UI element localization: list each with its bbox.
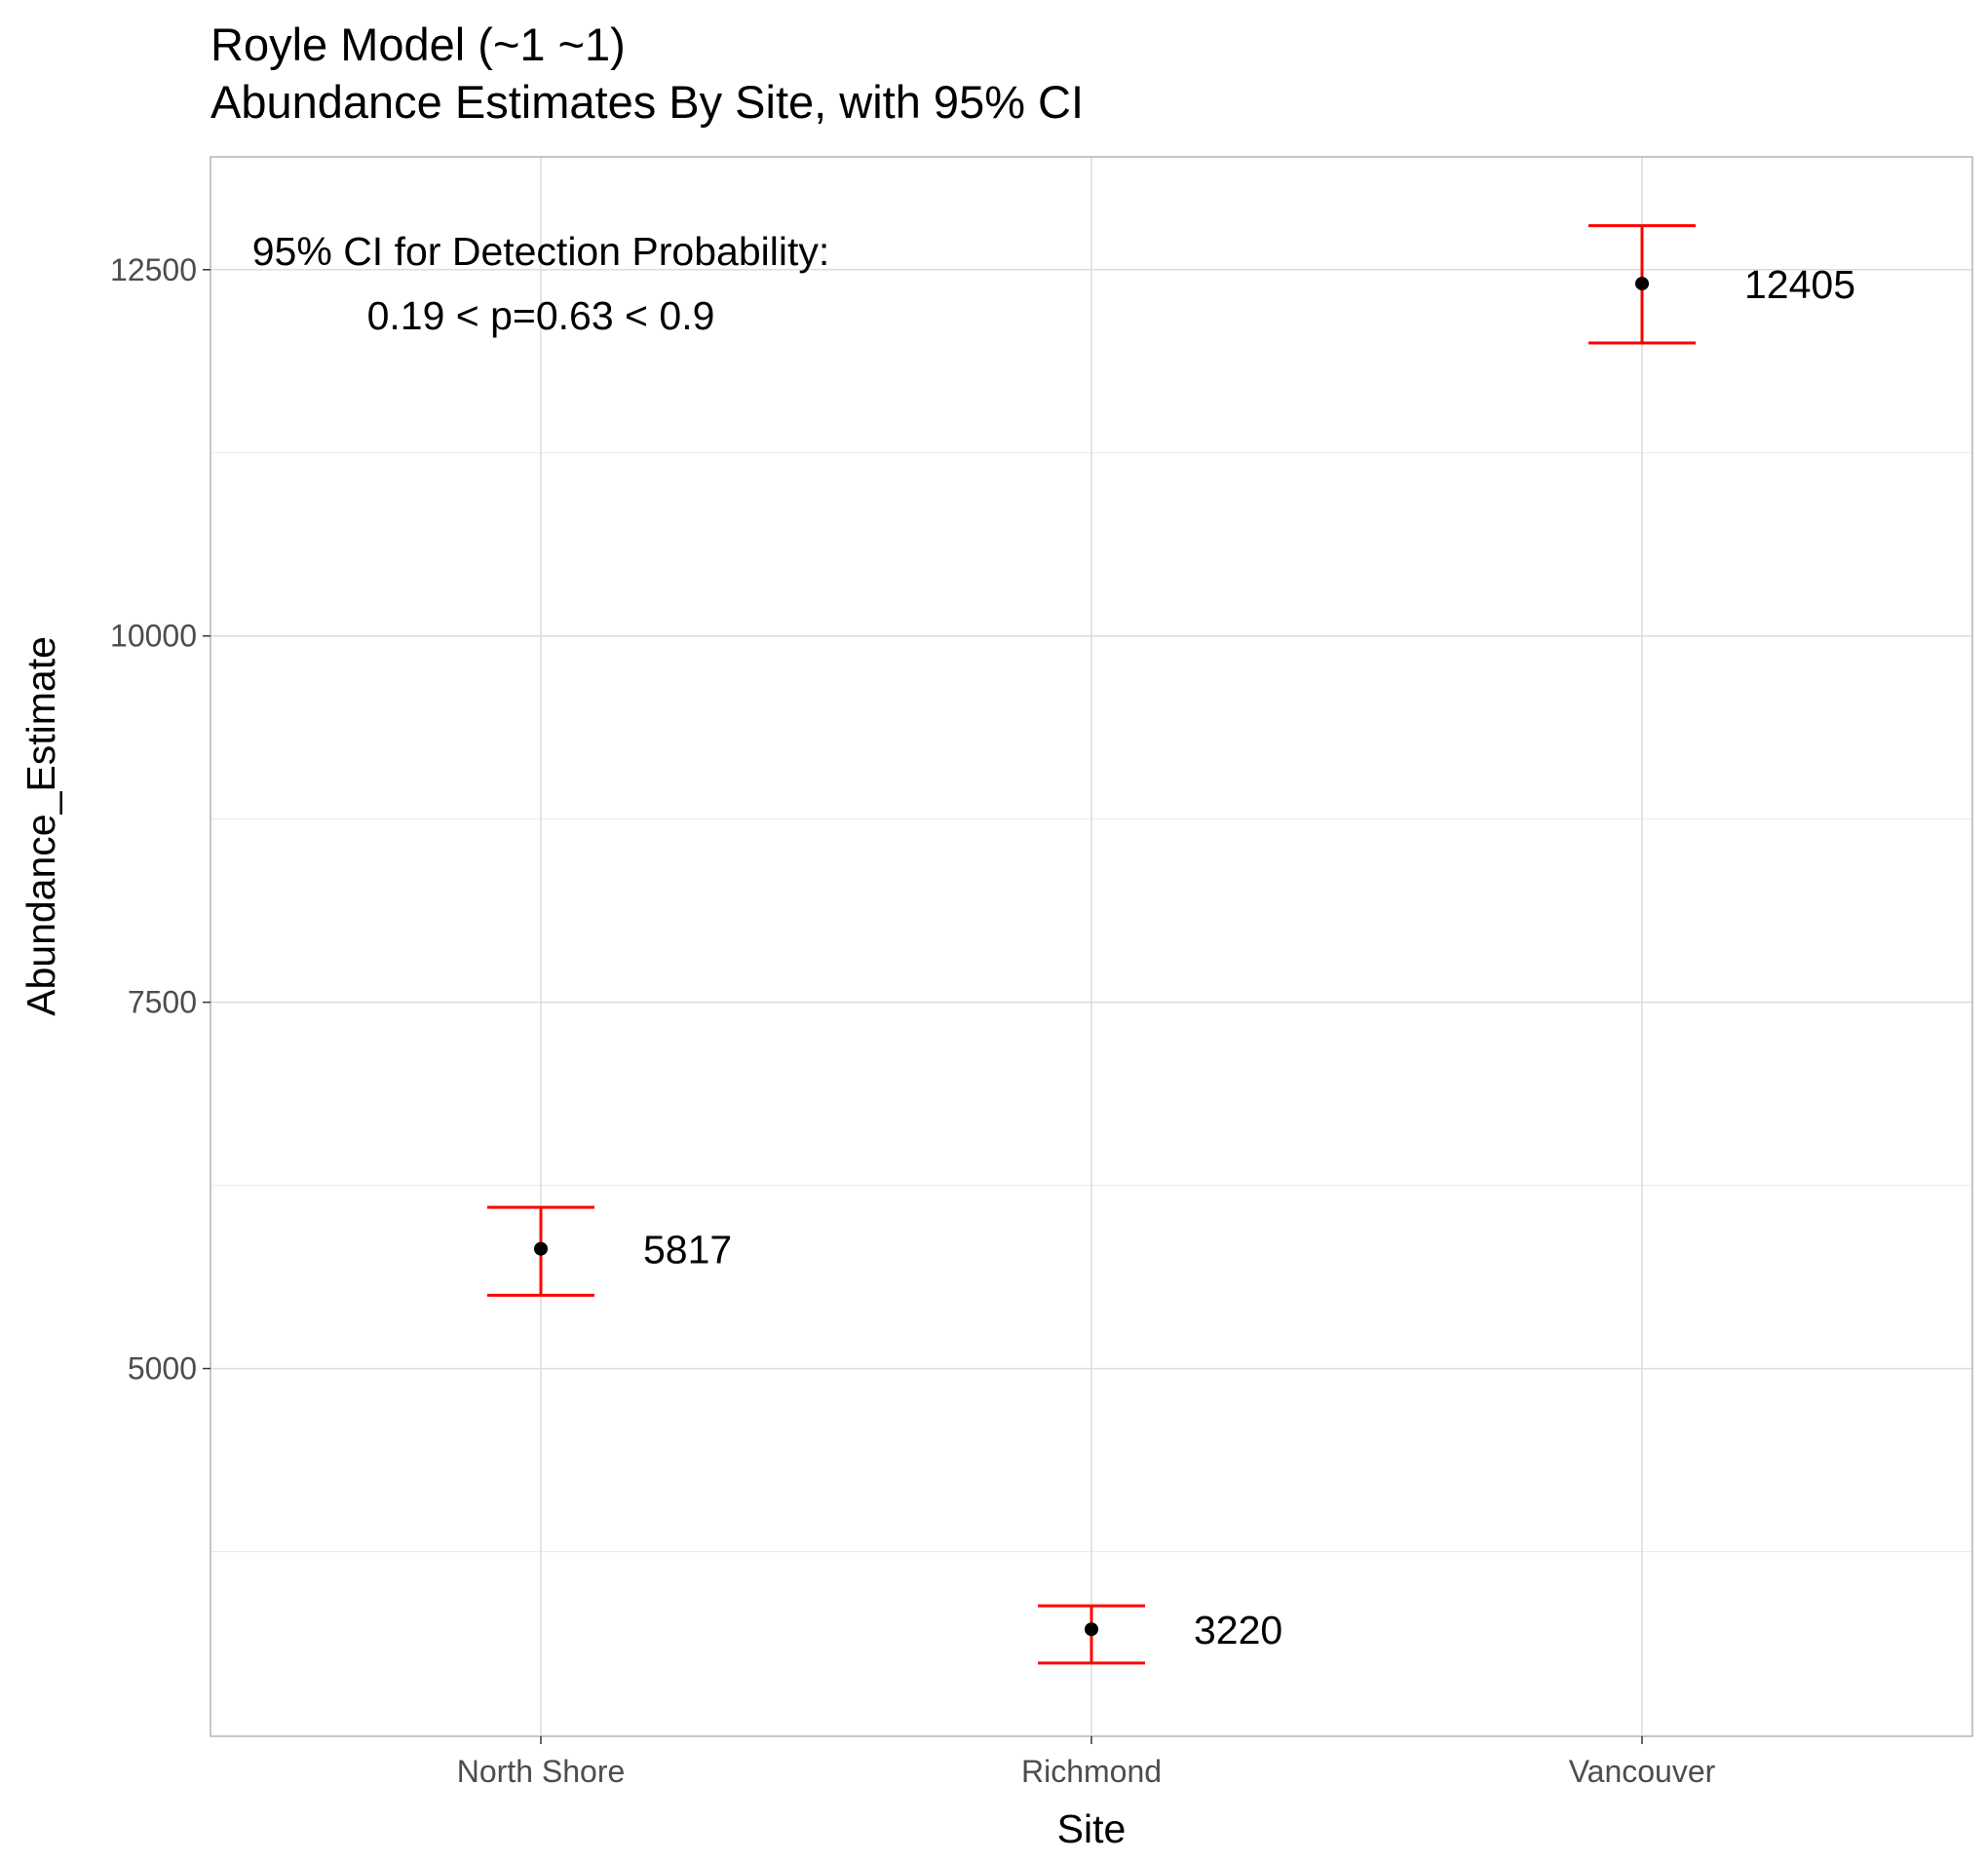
y-tick-label: 5000: [128, 1351, 197, 1386]
chart-subtitle: Abundance Estimates By Site, with 95% CI: [210, 76, 1084, 128]
y-axis-title: Abundance_Estimate: [19, 636, 63, 1016]
y-axis: 5000 7500 10000 12500: [110, 252, 210, 1386]
point-labels: 5817 3220 12405: [643, 262, 1855, 1652]
point: [534, 1241, 548, 1256]
point: [1635, 277, 1649, 291]
plot-panel: 5817 3220 12405 95% CI for Detection Proba…: [210, 156, 1973, 1737]
chart-title: Royle Model (~1 ~1): [210, 19, 626, 70]
y-tick-label: 12500: [110, 252, 197, 287]
x-axis: North Shore Richmond Vancouver: [457, 1736, 1716, 1789]
y-tick-label: 7500: [128, 985, 197, 1020]
annotation-line-1: 95% CI for Detection Probability:: [252, 229, 830, 274]
x-tick-label: Vancouver: [1569, 1754, 1716, 1789]
x-tick-label: Richmond: [1021, 1754, 1162, 1789]
x-tick-label: North Shore: [457, 1754, 626, 1789]
point-label: 5817: [643, 1228, 732, 1272]
annotation-line-2: 0.19 < p=0.63 < 0.9: [367, 293, 715, 338]
grid-major-lines: [210, 157, 1972, 1736]
point-label: 12405: [1744, 262, 1855, 307]
points: [534, 277, 1649, 1637]
point-label: 3220: [1194, 1608, 1282, 1652]
x-axis-title: Site: [1057, 1806, 1127, 1851]
point: [1085, 1622, 1098, 1637]
y-tick-label: 10000: [110, 619, 197, 654]
